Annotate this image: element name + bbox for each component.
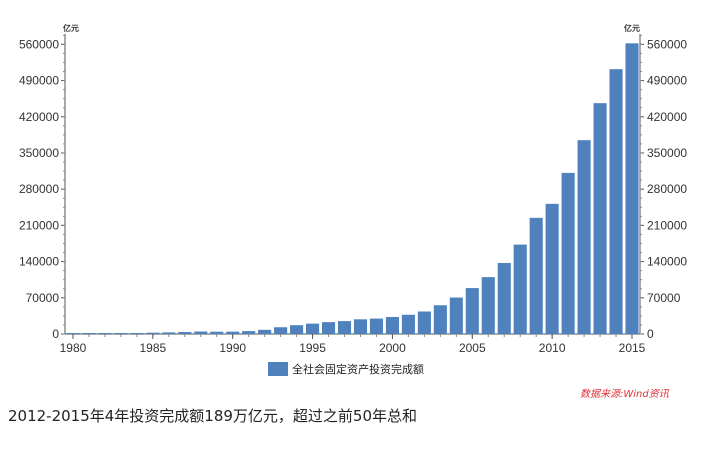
bar-1993 bbox=[274, 327, 288, 334]
bar-1991 bbox=[242, 331, 256, 334]
y-tick-label-right: 70000 bbox=[647, 291, 681, 305]
right-unit-label: 亿元 bbox=[624, 23, 640, 33]
legend-swatch bbox=[268, 362, 288, 376]
x-tick-label: 2005 bbox=[459, 341, 486, 355]
x-tick-label: 1995 bbox=[299, 341, 326, 355]
bar-1981 bbox=[82, 333, 96, 334]
y-tick-label-right: 560000 bbox=[647, 37, 687, 51]
y-tick-label-left: 280000 bbox=[19, 182, 59, 196]
bar-2013 bbox=[593, 103, 607, 334]
x-tick-label: 2015 bbox=[619, 341, 646, 355]
legend-label: 全社会固定资产投资完成额 bbox=[292, 362, 424, 376]
bar-2004 bbox=[449, 297, 463, 334]
bar-1985 bbox=[146, 332, 160, 334]
y-tick-label-left: 140000 bbox=[19, 255, 59, 269]
bar-2003 bbox=[433, 305, 447, 334]
bar-2005 bbox=[465, 288, 479, 334]
y-tick-label-left: 560000 bbox=[19, 37, 59, 51]
bar-1989 bbox=[210, 331, 224, 334]
bar-2002 bbox=[417, 311, 431, 334]
y-tick-label-right: 210000 bbox=[647, 218, 687, 232]
bar-1997 bbox=[337, 321, 352, 334]
left-unit: 亿元 bbox=[63, 23, 79, 33]
bar-1990 bbox=[226, 331, 240, 334]
bar-2001 bbox=[401, 314, 415, 334]
bar-1998 bbox=[353, 319, 368, 334]
y-tick-label-left: 70000 bbox=[26, 291, 60, 305]
bar-1986 bbox=[162, 332, 176, 334]
bar-1994 bbox=[290, 325, 304, 334]
y-tick-label-right: 420000 bbox=[647, 110, 687, 124]
legend: 全社会固定资产投资完成额 bbox=[268, 362, 424, 376]
bar-2015 bbox=[625, 43, 639, 335]
bar-2008 bbox=[513, 244, 527, 334]
y-tick-label-right: 0 bbox=[647, 327, 654, 341]
bars bbox=[66, 43, 639, 335]
bar-chart: 亿元 亿元 0 0 70000 70000 140000 140000 210000 2100… bbox=[19, 23, 687, 400]
caption: 2012-2015年4年投资完成额189万亿元，超过之前50年总和 bbox=[8, 407, 418, 425]
left-unit-label: 亿元 bbox=[63, 23, 79, 33]
source-note: 数据来源:Wind资讯 bbox=[580, 388, 670, 400]
bar-1988 bbox=[194, 331, 208, 334]
x-tick-label: 2010 bbox=[539, 341, 566, 355]
bar-2009 bbox=[529, 217, 543, 334]
bar-2012 bbox=[577, 140, 591, 334]
bar-2000 bbox=[385, 316, 399, 334]
y-tick-label-left: 490000 bbox=[19, 74, 59, 88]
x-tick-label: 1990 bbox=[219, 341, 246, 355]
bar-2010 bbox=[545, 203, 559, 334]
bar-1992 bbox=[258, 329, 272, 334]
y-tick-label-right: 140000 bbox=[647, 255, 687, 269]
y-tick-label-right: 280000 bbox=[647, 182, 687, 196]
y-tick-label-right: 490000 bbox=[647, 74, 687, 88]
bar-1982 bbox=[98, 333, 112, 334]
y-tick-label-left: 0 bbox=[52, 327, 59, 341]
bar-2011 bbox=[561, 172, 575, 334]
bar-1996 bbox=[321, 322, 336, 334]
y-tick-label-left: 420000 bbox=[19, 110, 59, 124]
bar-2006 bbox=[481, 277, 495, 334]
axes: 0 0 70000 70000 140000 140000 210000 210000 2800… bbox=[19, 34, 687, 355]
y-tick-label-left: 350000 bbox=[19, 146, 59, 160]
x-tick-label: 1980 bbox=[60, 341, 87, 355]
bar-1987 bbox=[178, 332, 192, 334]
x-tick-label: 1985 bbox=[139, 341, 166, 355]
x-tick-label: 2000 bbox=[379, 341, 406, 355]
y-tick-label-right: 350000 bbox=[647, 146, 687, 160]
bar-1983 bbox=[114, 333, 128, 334]
bar-2007 bbox=[497, 262, 511, 334]
bar-1995 bbox=[306, 323, 320, 334]
bar-1980 bbox=[66, 333, 80, 334]
bar-1999 bbox=[369, 318, 384, 334]
right-unit: 亿元 bbox=[624, 23, 640, 33]
bar-1984 bbox=[130, 333, 144, 334]
y-tick-label-left: 210000 bbox=[19, 218, 59, 232]
bar-2014 bbox=[609, 69, 623, 334]
